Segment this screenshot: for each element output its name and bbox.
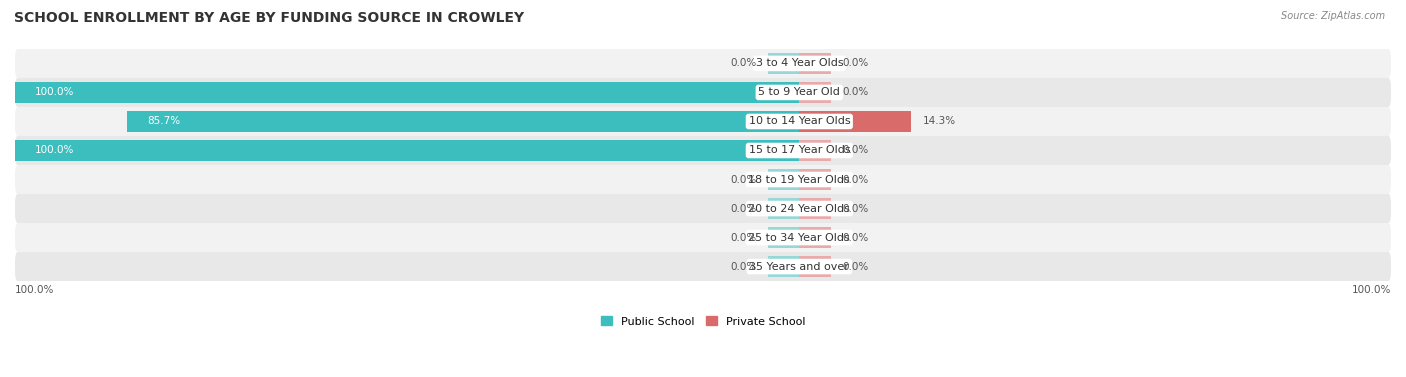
Bar: [127, 111, 800, 132]
Text: 100.0%: 100.0%: [35, 87, 75, 98]
Text: 5 to 9 Year Old: 5 to 9 Year Old: [758, 87, 841, 98]
Bar: [800, 140, 831, 161]
Bar: [768, 53, 800, 74]
Text: 100.0%: 100.0%: [15, 285, 55, 296]
Bar: [800, 53, 831, 74]
Text: 85.7%: 85.7%: [146, 116, 180, 126]
Text: 18 to 19 Year Olds: 18 to 19 Year Olds: [748, 175, 851, 184]
FancyBboxPatch shape: [15, 165, 1391, 194]
FancyBboxPatch shape: [15, 136, 1391, 165]
FancyBboxPatch shape: [15, 78, 1391, 107]
Bar: [768, 169, 800, 190]
Text: 0.0%: 0.0%: [842, 58, 869, 69]
FancyBboxPatch shape: [15, 223, 1391, 252]
Text: 10 to 14 Year Olds: 10 to 14 Year Olds: [748, 116, 851, 126]
Text: 0.0%: 0.0%: [842, 87, 869, 98]
Text: 20 to 24 Year Olds: 20 to 24 Year Olds: [748, 204, 851, 213]
Text: 0.0%: 0.0%: [730, 233, 756, 242]
Text: 14.3%: 14.3%: [924, 116, 956, 126]
Text: SCHOOL ENROLLMENT BY AGE BY FUNDING SOURCE IN CROWLEY: SCHOOL ENROLLMENT BY AGE BY FUNDING SOUR…: [14, 11, 524, 25]
FancyBboxPatch shape: [15, 49, 1391, 78]
Bar: [768, 227, 800, 248]
Text: 0.0%: 0.0%: [730, 204, 756, 213]
Bar: [800, 169, 831, 190]
Text: 0.0%: 0.0%: [730, 175, 756, 184]
Bar: [768, 198, 800, 219]
Text: 35 Years and over: 35 Years and over: [749, 262, 849, 271]
Text: 0.0%: 0.0%: [730, 58, 756, 69]
Bar: [15, 82, 800, 103]
Bar: [800, 227, 831, 248]
Text: 0.0%: 0.0%: [842, 233, 869, 242]
FancyBboxPatch shape: [15, 107, 1391, 136]
Bar: [800, 82, 831, 103]
Text: 100.0%: 100.0%: [35, 146, 75, 155]
Bar: [15, 140, 800, 161]
Text: 0.0%: 0.0%: [842, 204, 869, 213]
Text: 100.0%: 100.0%: [1351, 285, 1391, 296]
Text: 0.0%: 0.0%: [730, 262, 756, 271]
Text: 3 to 4 Year Olds: 3 to 4 Year Olds: [755, 58, 844, 69]
Bar: [768, 256, 800, 277]
Bar: [800, 198, 831, 219]
Text: 0.0%: 0.0%: [842, 146, 869, 155]
FancyBboxPatch shape: [15, 194, 1391, 223]
Text: 0.0%: 0.0%: [842, 175, 869, 184]
Legend: Public School, Private School: Public School, Private School: [600, 316, 806, 326]
Bar: [800, 111, 911, 132]
Text: 15 to 17 Year Olds: 15 to 17 Year Olds: [748, 146, 851, 155]
Text: 25 to 34 Year Olds: 25 to 34 Year Olds: [748, 233, 851, 242]
FancyBboxPatch shape: [15, 252, 1391, 281]
Bar: [800, 256, 831, 277]
Text: Source: ZipAtlas.com: Source: ZipAtlas.com: [1281, 11, 1385, 21]
Text: 0.0%: 0.0%: [842, 262, 869, 271]
